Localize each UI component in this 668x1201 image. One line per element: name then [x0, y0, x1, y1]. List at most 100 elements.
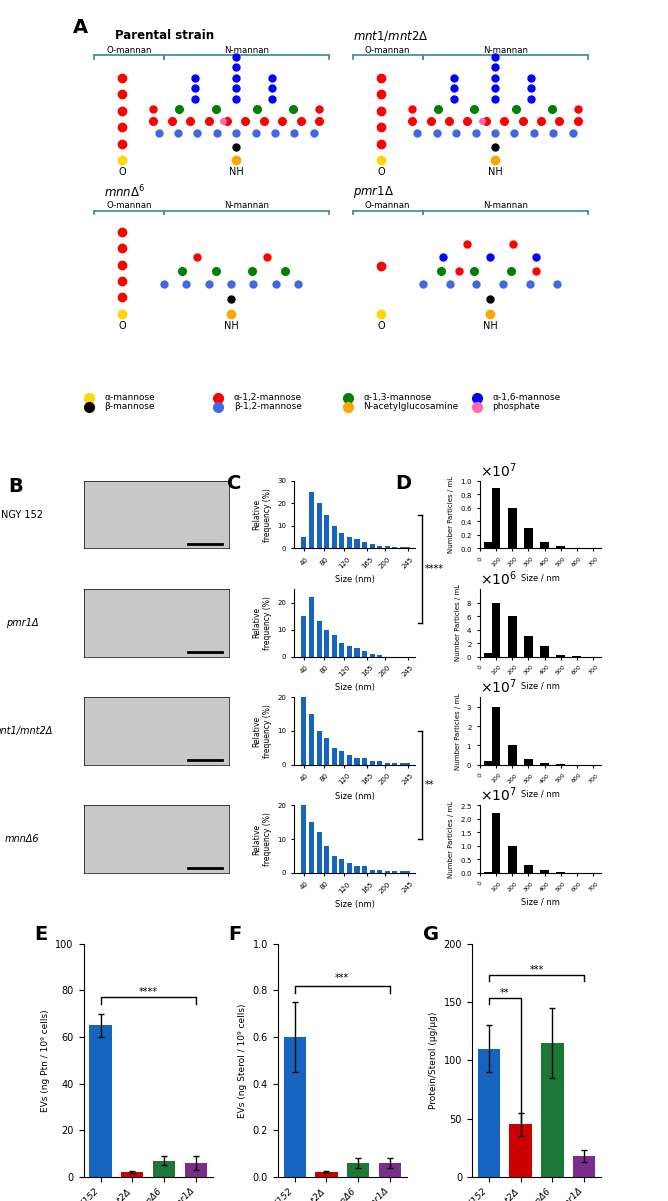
Bar — [369, 544, 375, 549]
Y-axis label: Number Particles / mL: Number Particles / mL — [455, 693, 461, 770]
Text: C: C — [227, 474, 241, 494]
Y-axis label: Relative
frequency (%): Relative frequency (%) — [253, 488, 272, 542]
Text: D: D — [395, 474, 411, 494]
Bar — [324, 737, 329, 765]
Bar — [377, 761, 382, 765]
Text: phosphate: phosphate — [492, 402, 540, 412]
Bar — [377, 656, 382, 657]
Text: $pmr1\Delta$: $pmr1\Delta$ — [353, 184, 394, 199]
Bar — [153, 1160, 175, 1177]
Text: α-1,3-mannose: α-1,3-mannose — [363, 393, 432, 402]
Text: mnt1/mnt2Δ: mnt1/mnt2Δ — [0, 725, 53, 736]
Bar — [317, 731, 321, 765]
Text: N-acetylglucosamine: N-acetylglucosamine — [363, 402, 458, 412]
Text: β-1,2-mannose: β-1,2-mannose — [234, 402, 301, 412]
Bar — [339, 752, 345, 765]
Text: O: O — [377, 321, 385, 330]
Bar — [508, 616, 516, 657]
X-axis label: Size (nm): Size (nm) — [335, 575, 375, 585]
Bar — [405, 763, 410, 765]
Bar — [332, 748, 337, 765]
Bar — [301, 616, 307, 657]
Bar — [369, 870, 375, 873]
Bar — [524, 759, 533, 765]
Text: ****: **** — [425, 563, 444, 574]
Bar — [484, 872, 492, 873]
Bar — [347, 862, 352, 873]
Bar — [385, 763, 390, 765]
Bar — [524, 865, 533, 873]
Text: O-mannan: O-mannan — [106, 46, 152, 55]
Bar — [400, 871, 405, 873]
Bar — [510, 1124, 532, 1177]
Text: G: G — [423, 925, 439, 944]
Bar — [508, 846, 516, 873]
Bar — [309, 597, 314, 657]
Text: NH: NH — [224, 321, 238, 330]
Bar — [347, 1163, 369, 1177]
Bar — [540, 542, 549, 549]
Bar — [492, 707, 500, 765]
Text: **: ** — [500, 988, 510, 998]
Bar — [362, 651, 367, 657]
Bar — [362, 542, 367, 549]
Y-axis label: Relative
frequency (%): Relative frequency (%) — [253, 812, 272, 866]
Text: ***: *** — [529, 964, 544, 975]
Bar — [339, 643, 345, 657]
Bar — [324, 514, 329, 549]
Bar — [492, 603, 500, 657]
X-axis label: Size (nm): Size (nm) — [335, 900, 375, 909]
X-axis label: Size / nm: Size / nm — [521, 790, 560, 799]
Bar — [355, 758, 359, 765]
Text: $mnn\Delta^6$: $mnn\Delta^6$ — [104, 184, 146, 201]
Y-axis label: Number Particles / mL: Number Particles / mL — [455, 584, 461, 662]
Bar — [405, 871, 410, 873]
Text: **: ** — [425, 781, 435, 790]
Text: NH: NH — [229, 167, 244, 177]
Bar — [347, 646, 352, 657]
Text: Parental strain: Parental strain — [115, 29, 214, 42]
Text: A: A — [73, 18, 88, 37]
Bar — [317, 621, 321, 657]
Bar — [492, 488, 500, 549]
Bar — [484, 542, 492, 549]
Text: O-mannan: O-mannan — [365, 202, 410, 210]
Bar — [324, 629, 329, 657]
Bar — [524, 528, 533, 549]
Bar — [185, 1163, 207, 1177]
Bar — [347, 754, 352, 765]
X-axis label: Size / nm: Size / nm — [521, 573, 560, 582]
Bar — [355, 539, 359, 549]
Bar — [492, 813, 500, 873]
Y-axis label: Protein/Sterol (μg/μg): Protein/Sterol (μg/μg) — [429, 1011, 438, 1109]
Bar — [355, 649, 359, 657]
Bar — [379, 1163, 401, 1177]
Text: α-1,2-mannose: α-1,2-mannose — [234, 393, 302, 402]
Text: NH: NH — [482, 321, 497, 330]
Bar — [309, 715, 314, 765]
Bar — [400, 763, 405, 765]
Text: O: O — [118, 321, 126, 330]
Bar — [556, 655, 565, 657]
Text: N-mannan: N-mannan — [224, 202, 269, 210]
Bar — [573, 1157, 595, 1177]
Bar — [392, 871, 397, 873]
Bar — [541, 1042, 564, 1177]
Bar — [369, 653, 375, 657]
Bar — [339, 532, 345, 549]
Bar — [540, 871, 549, 873]
Bar — [355, 866, 359, 873]
Text: N-mannan: N-mannan — [224, 46, 269, 55]
Bar — [317, 503, 321, 549]
Bar — [332, 526, 337, 549]
X-axis label: Size (nm): Size (nm) — [335, 683, 375, 693]
Bar — [309, 823, 314, 873]
Bar — [332, 635, 337, 657]
Bar — [385, 546, 390, 549]
Bar — [540, 646, 549, 657]
Bar — [478, 1048, 500, 1177]
Bar — [540, 763, 549, 765]
Text: O: O — [377, 167, 385, 177]
Bar — [508, 508, 516, 549]
Text: O-mannan: O-mannan — [106, 202, 152, 210]
